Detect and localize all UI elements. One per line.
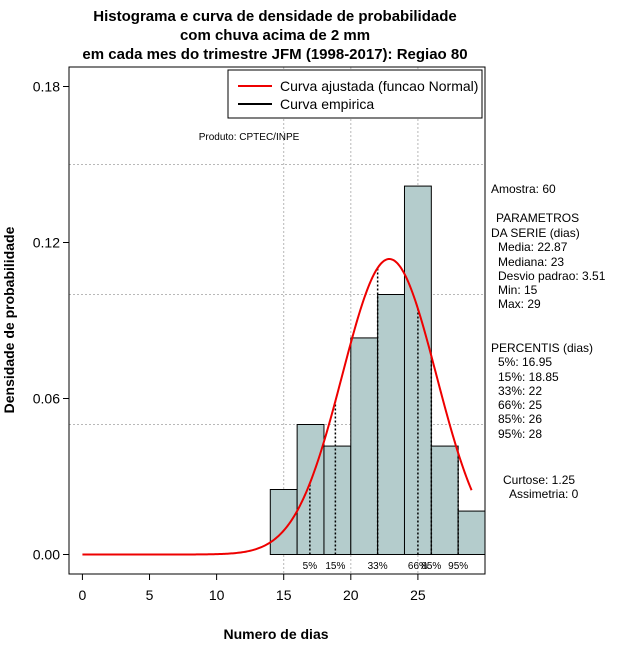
stat-p15: 15%: 18.85 — [498, 370, 559, 384]
stat-media: Media: 22.87 — [498, 240, 568, 254]
plot-area: 5% 15% 33% 66%85% 95% — [69, 67, 486, 574]
percentile-label: 85% — [421, 561, 441, 572]
y-axis: 0.00 0.06 0.12 0.18 — [33, 79, 70, 563]
stat-params-title-1: PARAMETROS — [496, 211, 579, 225]
stat-p5: 5%: 16.95 — [498, 355, 552, 369]
x-axis-label: Numero de dias — [223, 626, 328, 642]
legend-label-empirical: Curva empirica — [280, 96, 374, 112]
y-tick-label: 0.06 — [33, 391, 60, 407]
stat-assimetria: Assimetria: 0 — [509, 487, 579, 501]
percentile-label: 95% — [448, 561, 468, 572]
x-tick-label: 20 — [343, 587, 359, 603]
y-tick-label: 0.00 — [33, 547, 60, 563]
stat-p95: 95%: 28 — [498, 427, 542, 441]
title-line-3: em cada mes do trimestre JFM (1998-2017)… — [82, 46, 467, 63]
title-line-2: com chuva acima de 2 mm — [180, 27, 370, 44]
stat-curtose: Curtose: 1.25 — [503, 473, 575, 487]
legend-box — [227, 69, 483, 119]
x-tick-label: 15 — [276, 587, 292, 603]
legend: Curva ajustada (funcao Normal) Curva emp… — [227, 69, 483, 119]
y-axis-label: Densidade de probabilidade — [1, 226, 17, 413]
stat-percentis-title: PERCENTIS (dias) — [491, 341, 593, 355]
chart-title: Histograma e curva de densidade de proba… — [82, 8, 467, 63]
stat-p85: 85%: 26 — [498, 412, 542, 426]
x-tick-label: 5 — [146, 587, 154, 603]
product-annotation: Produto: CPTEC/INPE — [199, 132, 300, 143]
stats-panel: Amostra: 60 PARAMETROS DA SERIE (dias) M… — [491, 182, 606, 501]
percentile-label: 15% — [325, 561, 345, 572]
stat-amostra: Amostra: 60 — [491, 182, 556, 196]
stat-p66: 66%: 25 — [498, 398, 542, 412]
x-tick-label: 0 — [79, 587, 87, 603]
histogram-bar — [430, 445, 459, 555]
histogram-bar — [377, 294, 405, 555]
y-tick-label: 0.12 — [33, 235, 60, 251]
stat-max: Max: 29 — [498, 297, 541, 311]
stat-params-title-2: DA SERIE (dias) — [491, 226, 580, 240]
stat-mediana: Mediana: 23 — [498, 255, 564, 269]
stat-desvio: Desvio padrao: 3.51 — [498, 269, 606, 283]
stat-p33: 33%: 22 — [498, 384, 542, 398]
histogram-bar — [350, 337, 379, 556]
title-line-1: Histograma e curva de densidade de proba… — [93, 8, 456, 25]
histogram-bar — [457, 510, 486, 555]
y-tick-label: 0.18 — [33, 79, 60, 95]
stat-min: Min: 15 — [498, 283, 538, 297]
legend-label-fitted: Curva ajustada (funcao Normal) — [280, 78, 478, 94]
x-tick-label: 25 — [410, 587, 426, 603]
x-axis: 0 5 10 15 20 25 — [79, 573, 426, 603]
percentile-label: 33% — [368, 561, 388, 572]
percentile-label: 5% — [303, 561, 318, 572]
fitted-normal-curve — [82, 257, 473, 556]
x-tick-label: 10 — [209, 587, 225, 603]
percentile-label: 66% — [408, 561, 428, 572]
histogram-bar — [323, 445, 352, 555]
histogram-bar — [269, 489, 298, 555]
